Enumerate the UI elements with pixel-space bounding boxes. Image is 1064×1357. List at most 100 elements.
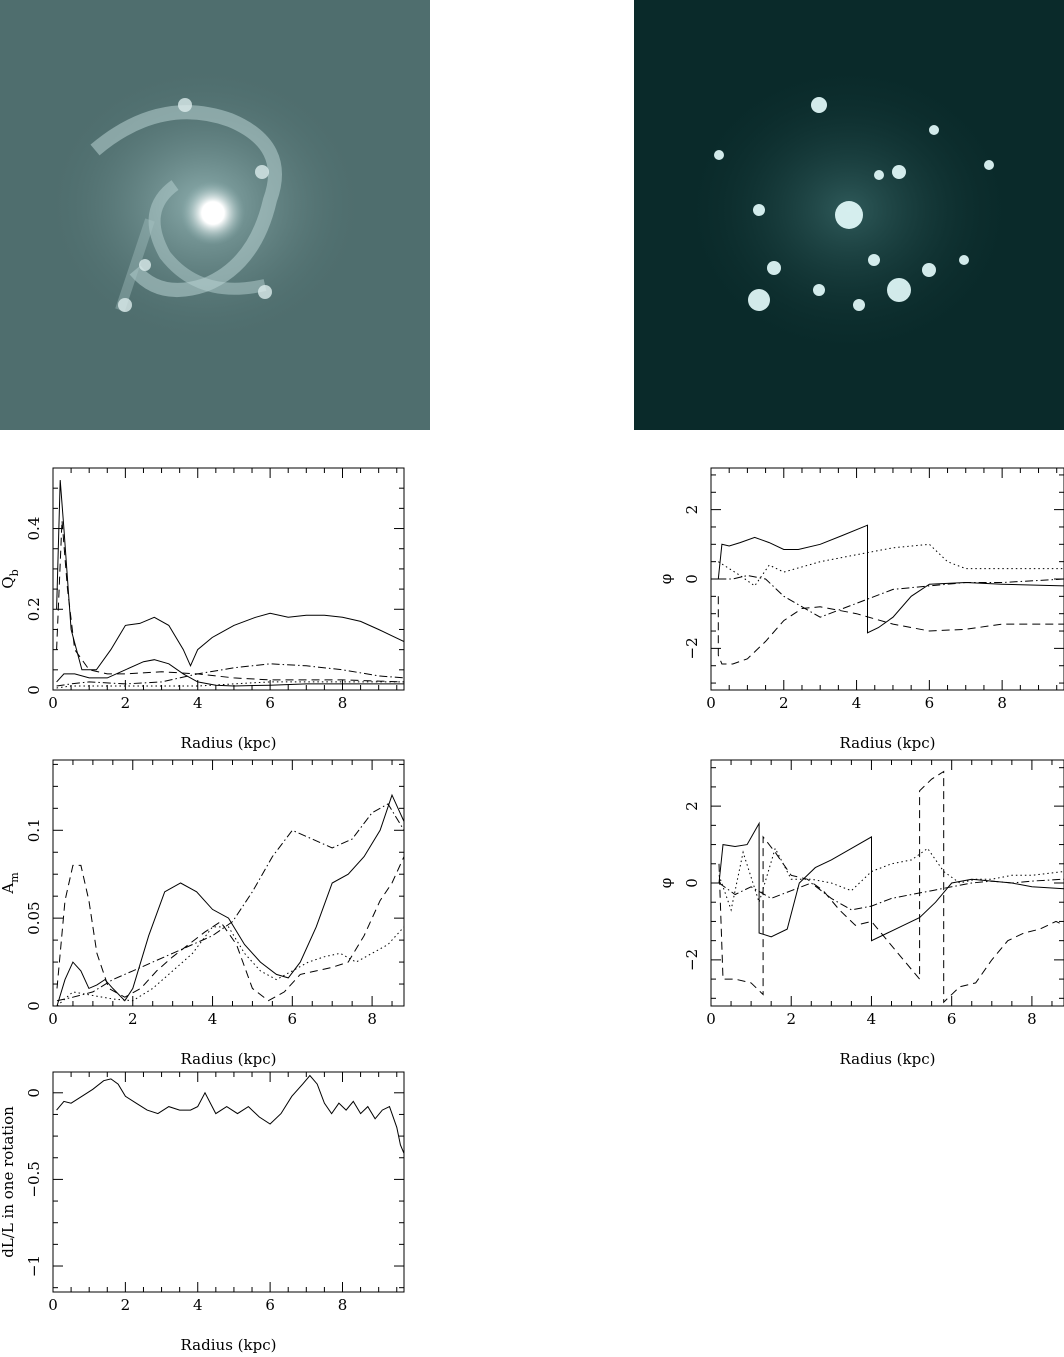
galaxy-nucleus — [181, 181, 245, 245]
y-axis-label: Am — [0, 872, 21, 895]
bright-knot — [255, 165, 269, 179]
y-tick-label: 0.4 — [25, 517, 43, 541]
y-axis-label: dL/L in one rotation — [0, 1106, 17, 1258]
hii-region-knot — [835, 201, 863, 229]
series-line-dashed — [717, 596, 1064, 665]
x-tick-label: 0 — [706, 1010, 716, 1028]
x-tick-label: 4 — [193, 1296, 203, 1314]
x-tick-label: 4 — [208, 1010, 218, 1028]
x-tick-label: 2 — [779, 694, 789, 712]
hii-region-knot — [753, 204, 765, 216]
series-line-dashdot — [718, 574, 1064, 618]
y-axis-label: Qb — [0, 569, 21, 588]
plot-frame — [52, 467, 405, 691]
y-tick-label: 0 — [25, 1088, 43, 1098]
x-axis-label: Radius (kpc) — [181, 1336, 277, 1354]
series-line-solid — [717, 524, 1064, 634]
x-axis-label: Radius (kpc) — [840, 734, 936, 752]
x-tick-label: 0 — [48, 1296, 58, 1314]
plot-phi-top: 0 2 4 6 8 −2 0 2 Radius (kpc) φ — [634, 455, 1064, 760]
spiral-arm — [148, 180, 267, 295]
y-tick-label: 0.2 — [25, 597, 43, 621]
plot-am: 0 2 4 6 8 0 0.05 0.1 Radius (kpc) Am — [0, 750, 430, 1068]
y-tick-label: −0.5 — [25, 1161, 43, 1197]
plot-frame — [710, 467, 1064, 691]
y-axis-label-subscript: m — [8, 872, 21, 883]
y-axis-label: φ — [657, 574, 675, 585]
x-tick-label: 0 — [48, 694, 58, 712]
x-tick-label: 0 — [706, 694, 716, 712]
series-line-dashed — [56, 520, 404, 683]
hii-region-knot — [811, 97, 827, 113]
plot-phi-bottom: 0 2 4 6 8 −2 0 2 Radius (kpc) φ — [634, 750, 1064, 1068]
bright-knot — [178, 98, 192, 112]
x-tick-label: 2 — [121, 694, 131, 712]
y-tick-label: −2 — [683, 637, 701, 659]
hii-region-knot — [892, 165, 906, 179]
series-line-solid — [718, 821, 1064, 942]
series-line-dotted — [56, 926, 404, 1006]
series-line-dashdot — [718, 878, 1064, 911]
hii-region-knot — [887, 278, 911, 302]
hii-region-knot — [984, 160, 994, 170]
series-line-dashed — [718, 770, 1064, 1004]
series-line-solid — [56, 659, 404, 687]
y-tick-label: −1 — [25, 1255, 43, 1277]
hii-region-knot — [767, 261, 781, 275]
bright-knot — [139, 259, 151, 271]
x-tick-label: 8 — [367, 1010, 377, 1028]
series-line-solid — [56, 1074, 404, 1154]
x-axis-label: Radius (kpc) — [840, 1050, 936, 1068]
x-tick-label: 2 — [121, 1296, 131, 1314]
hii-region-knot — [813, 284, 825, 296]
x-tick-label: 2 — [128, 1010, 138, 1028]
y-tick-label: 0 — [683, 574, 701, 584]
series-line-dotted — [718, 847, 1064, 912]
x-tick-label: 4 — [867, 1010, 877, 1028]
bright-knot — [258, 285, 272, 299]
x-tick-label: 8 — [338, 1296, 348, 1314]
hii-region-knot — [748, 289, 770, 311]
x-tick-label: 2 — [786, 1010, 796, 1028]
series-line-dashed — [56, 856, 404, 1002]
series-line-dashdot — [56, 803, 404, 1002]
x-tick-label: 8 — [997, 694, 1007, 712]
y-tick-label: 0.1 — [25, 818, 43, 842]
galaxy-image-right — [634, 0, 1064, 430]
y-tick-label: 2 — [683, 505, 701, 515]
y-axis-label: φ — [657, 878, 675, 889]
plot-frame — [52, 1071, 405, 1293]
x-tick-label: 6 — [265, 1296, 275, 1314]
y-tick-label: 0 — [25, 685, 43, 695]
x-axis-label: Radius (kpc) — [181, 1050, 277, 1068]
y-tick-label: 2 — [683, 801, 701, 811]
plot-qb: 0 2 4 6 8 0 0.2 0.4 Radius (kpc) Qb — [0, 455, 430, 760]
series-line-solid — [56, 480, 404, 671]
hii-region-knot — [929, 125, 939, 135]
x-tick-label: 4 — [852, 694, 862, 712]
galaxy-image-left — [0, 0, 430, 430]
series-line-dotted — [718, 543, 1064, 587]
x-tick-label: 0 — [48, 1010, 58, 1028]
spiral-arm — [90, 105, 282, 297]
hii-region-knot — [714, 150, 724, 160]
x-tick-label: 8 — [1027, 1010, 1037, 1028]
x-tick-label: 6 — [288, 1010, 298, 1028]
hii-region-knot — [959, 255, 969, 265]
x-tick-label: 6 — [925, 694, 935, 712]
x-tick-label: 8 — [338, 694, 348, 712]
plot-frame — [52, 759, 405, 1007]
hii-region-knot — [868, 254, 880, 266]
series-line-dashdot — [56, 663, 404, 687]
x-tick-label: 6 — [947, 1010, 957, 1028]
bright-knot — [118, 298, 132, 312]
y-tick-label: −2 — [683, 949, 701, 971]
x-axis-label: Radius (kpc) — [181, 734, 277, 752]
y-axis-label-subscript: b — [8, 569, 21, 576]
y-tick-label: 0 — [25, 1001, 43, 1011]
hii-region-knot — [922, 263, 936, 277]
series-line-solid — [56, 793, 404, 1006]
hii-region-knot — [874, 170, 884, 180]
y-tick-label: 0.05 — [25, 901, 43, 934]
y-tick-label: 0 — [683, 878, 701, 888]
